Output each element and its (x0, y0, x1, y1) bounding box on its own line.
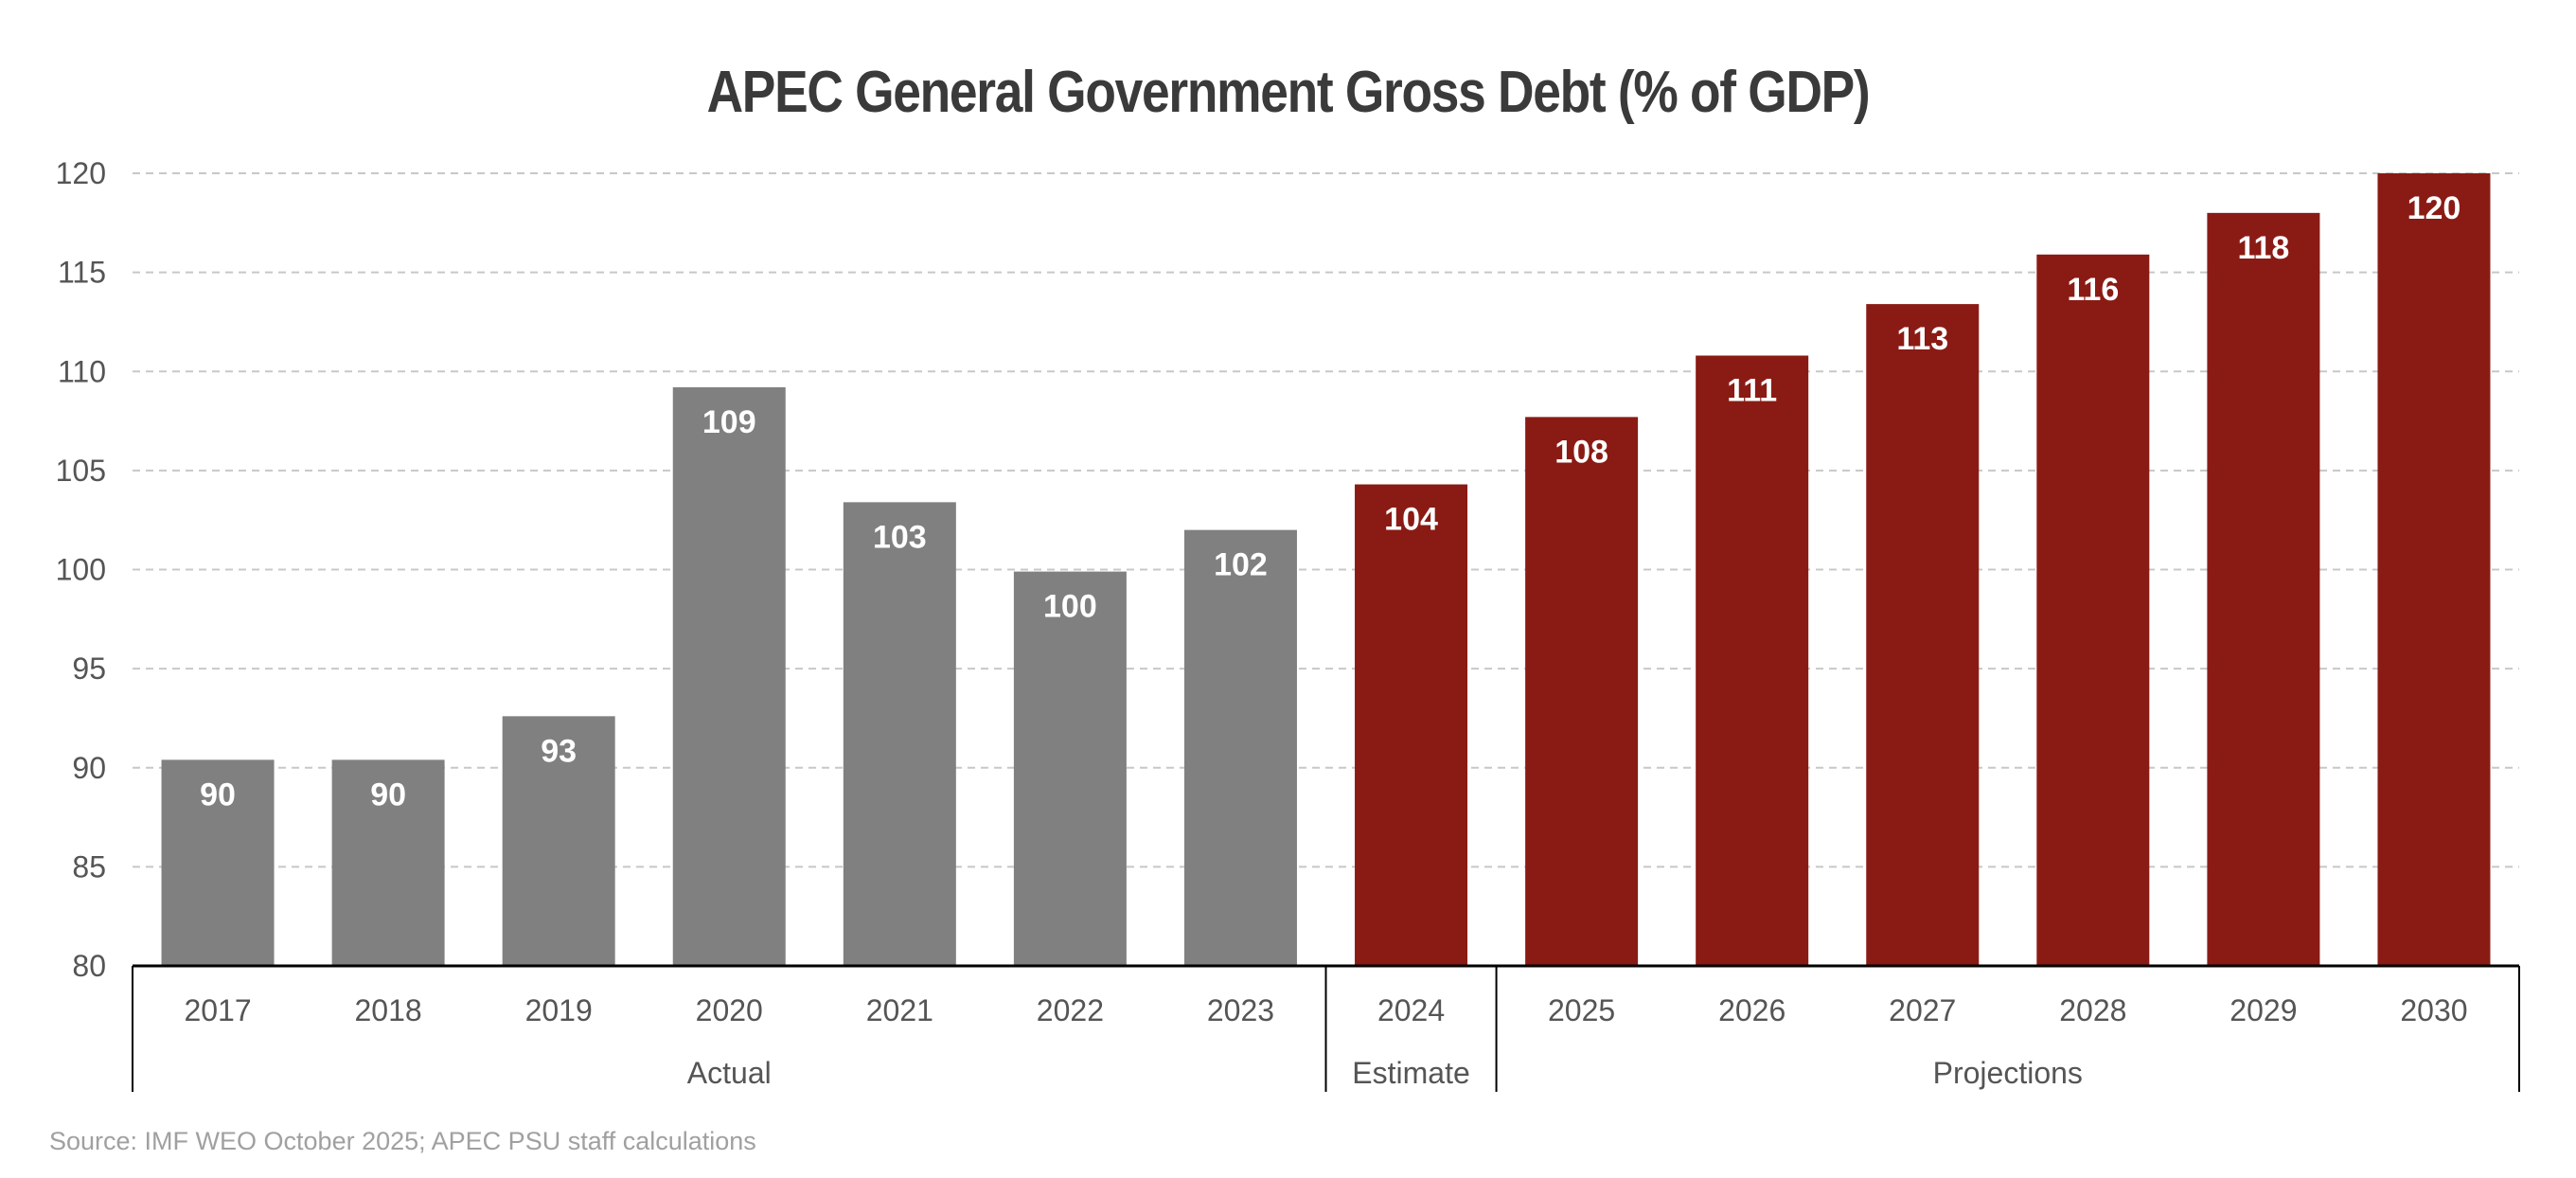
x-tick-label: 2023 (1207, 993, 1274, 1027)
x-tick-label: 2018 (355, 993, 422, 1027)
bar-2021 (843, 502, 956, 966)
data-label: 116 (2067, 272, 2119, 308)
group-label-actual: Actual (687, 1056, 772, 1090)
x-tick-label: 2020 (696, 993, 763, 1027)
y-tick-label: 115 (58, 256, 106, 290)
data-label: 120 (2407, 190, 2461, 226)
x-tick-label: 2030 (2400, 993, 2467, 1027)
x-tick-label: 2021 (866, 993, 933, 1027)
data-label: 93 (541, 733, 577, 769)
x-tick-label: 2027 (1889, 993, 1956, 1027)
y-tick-label: 120 (56, 156, 106, 190)
bar-2024 (1355, 484, 1468, 966)
bar-2023 (1183, 529, 1297, 966)
data-label: 100 (1043, 589, 1097, 625)
bar-2020 (672, 386, 786, 966)
data-label: 109 (702, 404, 756, 440)
data-label: 111 (1727, 373, 1777, 409)
y-tick-label: 110 (58, 354, 106, 388)
bar-2030 (2377, 173, 2491, 966)
y-tick-label: 105 (56, 454, 106, 488)
y-tick-label: 95 (72, 651, 106, 686)
bar-2022 (1013, 571, 1127, 966)
bar-2026 (1696, 355, 1809, 966)
x-tick-label: 2025 (1548, 993, 1615, 1027)
bar-2019 (502, 716, 615, 966)
source-note: Source: IMF WEO October 2025; APEC PSU s… (49, 1127, 756, 1155)
data-label: 90 (200, 776, 236, 812)
x-tick-label: 2019 (525, 993, 593, 1027)
data-label: 113 (1896, 321, 1948, 357)
x-tick-label: 2026 (1718, 993, 1785, 1027)
x-tick-label: 2024 (1377, 993, 1445, 1027)
data-label: 102 (1214, 547, 1268, 583)
x-tick-label: 2017 (184, 993, 251, 1027)
data-label: 103 (873, 519, 927, 555)
group-label-projections: Projections (1933, 1056, 2083, 1090)
y-tick-label: 90 (72, 751, 106, 785)
x-tick-label: 2028 (2059, 993, 2126, 1027)
bar-2025 (1525, 417, 1639, 966)
y-tick-label: 100 (56, 553, 106, 587)
bar-2029 (2207, 212, 2320, 967)
data-label: 104 (1384, 502, 1438, 538)
y-tick-label: 80 (72, 949, 106, 983)
group-label-estimate: Estimate (1352, 1056, 1469, 1090)
x-tick-label: 2022 (1037, 993, 1104, 1027)
y-tick-label: 85 (72, 849, 106, 884)
chart-title: APEC General Government Gross Debt (% of… (706, 60, 1871, 125)
data-label: 90 (370, 776, 406, 812)
x-tick-label: 2029 (2230, 993, 2297, 1027)
bar-2017 (161, 759, 275, 966)
data-label: 118 (2237, 230, 2289, 266)
bar-2028 (2036, 254, 2150, 967)
bar-2027 (1866, 304, 1980, 967)
data-label: 108 (1554, 434, 1608, 470)
bar-2018 (331, 759, 445, 966)
